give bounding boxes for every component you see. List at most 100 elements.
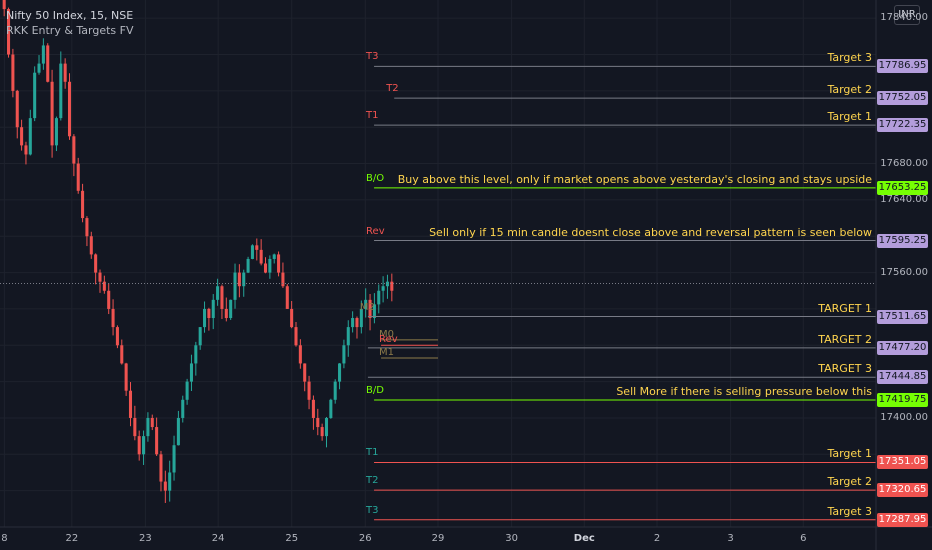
price-axis-tick: 17680.00 [880, 157, 928, 169]
symbol-title[interactable]: Nifty 50 Index, 15, NSE [6, 9, 134, 22]
candle-body [172, 445, 176, 473]
candle-body [111, 308, 115, 328]
time-axis-tick: 3 [727, 533, 734, 544]
candle-body [246, 258, 250, 273]
candle-body [155, 427, 159, 455]
candle-body [94, 254, 98, 273]
candle-body [102, 281, 106, 291]
candle-body [324, 417, 329, 437]
level-note: Buy above this level, only if market ope… [397, 172, 872, 186]
candle-body [150, 417, 154, 428]
level-tag: T1 [366, 447, 379, 459]
time-axis-tick: 8 [1, 533, 8, 544]
candle-body [224, 308, 228, 319]
candle-body [33, 72, 37, 119]
candle-body [85, 218, 89, 237]
time-axis-tick: Dec [573, 533, 595, 544]
candle-body [259, 249, 263, 264]
candle-body [128, 390, 133, 418]
level-note: Target 3 [827, 51, 872, 65]
currency-button[interactable]: INR [894, 5, 920, 25]
candle-body [359, 308, 363, 328]
candle-body [272, 254, 276, 259]
mid-level-tag: M0 [379, 328, 395, 340]
candle-body [185, 381, 189, 400]
candle-body [311, 399, 315, 418]
time-axis-tick: 2 [653, 533, 661, 544]
candle-body [368, 299, 372, 319]
candle-body [333, 381, 337, 400]
candle-body [207, 308, 211, 319]
candle-body [98, 272, 102, 282]
candle-body [133, 417, 137, 437]
candle-body [11, 54, 15, 91]
time-axis-tick: 22 [65, 533, 79, 544]
price-axis-tick: 17640.00 [880, 193, 928, 205]
level-tag: T3 [366, 504, 379, 516]
candle-body [298, 345, 302, 364]
level-tag: Rev [366, 225, 385, 237]
candle-body [220, 286, 224, 309]
price-badge: 17351.05 [877, 455, 928, 470]
indicator-title[interactable]: RKK Entry & Targets FV [6, 24, 134, 37]
candle-body [146, 417, 150, 437]
candle-body [20, 127, 24, 146]
level-tag: B/D [366, 385, 384, 397]
candle-body [7, 9, 11, 55]
mid-level-tag: M1 [379, 346, 395, 358]
time-axis-tick: 25 [285, 533, 299, 544]
candle-body [211, 299, 215, 319]
candle-body [320, 427, 324, 437]
candle-body [381, 286, 385, 291]
time-axis-tick: 29 [431, 533, 445, 544]
candle-body [346, 327, 350, 346]
candle-body [216, 286, 220, 300]
candle-body [290, 308, 294, 328]
candle-body [372, 304, 376, 319]
candle-body [159, 454, 163, 482]
level-tag: T3 [366, 51, 379, 63]
candle-body [342, 345, 346, 364]
level-note: TARGET 3 [818, 362, 872, 376]
candle-body [255, 245, 259, 250]
price-badge: 17511.65 [877, 309, 928, 324]
candle-body [194, 345, 198, 364]
candle-body [198, 327, 202, 346]
candle-body [89, 236, 93, 255]
mid-level-tag: Rev [379, 334, 398, 346]
level-note: Target 1 [827, 447, 872, 461]
candle-body [281, 272, 285, 287]
candle-body [28, 118, 32, 155]
candle-body [250, 245, 254, 259]
level-note: Sell only if 15 min candle doesnt close … [429, 225, 872, 239]
price-badge: 17320.65 [877, 483, 928, 498]
candle-body [189, 363, 193, 382]
price-axis-tick: 17560.00 [880, 266, 928, 278]
level-note: Sell More if there is selling pressure b… [616, 385, 872, 399]
candle-body [277, 254, 281, 273]
candle-body [81, 190, 85, 219]
candle-body [355, 318, 359, 328]
level-note: TARGET 2 [818, 332, 872, 346]
time-axis-tick: 30 [505, 533, 518, 544]
candle-body [377, 290, 381, 305]
candle-body [15, 90, 19, 128]
candle-body [2, 0, 6, 10]
level-note: Target 2 [827, 475, 872, 489]
candle-body [54, 118, 58, 146]
candlestick-series [2, 0, 394, 503]
candle-body [263, 263, 268, 273]
candle-body [268, 258, 272, 273]
candle-body [364, 299, 368, 309]
candle-body [115, 327, 119, 346]
candle-body [168, 472, 172, 491]
level-tag: T1 [366, 110, 379, 122]
candle-body [233, 272, 237, 300]
candle-body [107, 290, 111, 309]
candle-body [338, 363, 342, 382]
candle-body [176, 417, 180, 446]
candle-body [142, 436, 146, 455]
candle-body [285, 286, 289, 309]
candle-body [316, 417, 320, 428]
